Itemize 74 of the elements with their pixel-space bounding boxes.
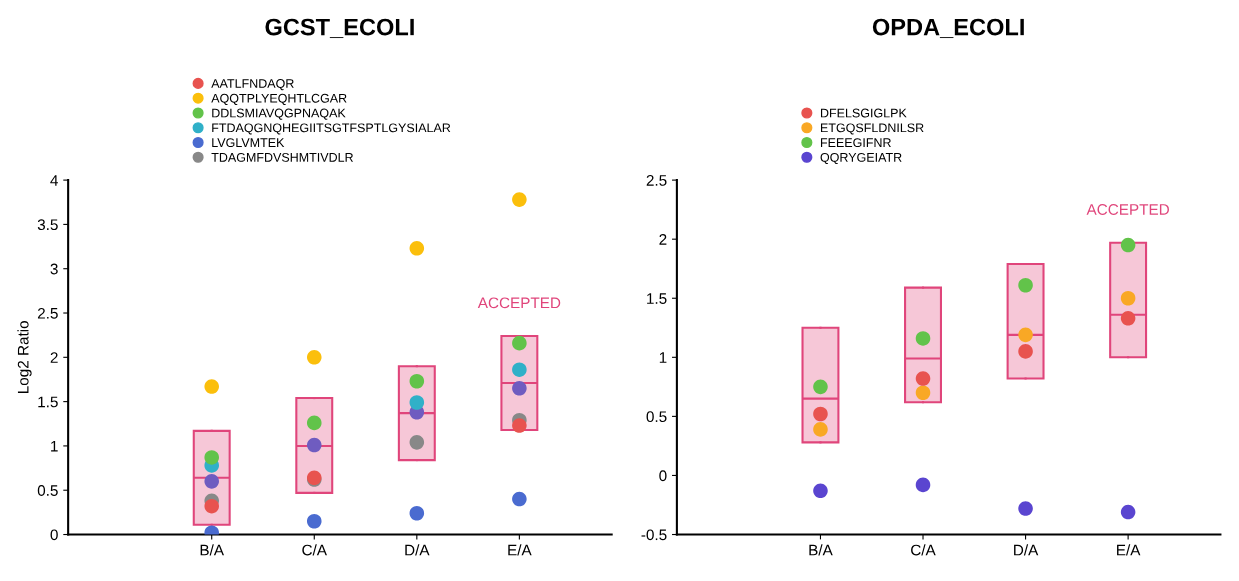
legend-label: FTDAQGNQHEGIITSGTFSPTLGYSIALAR xyxy=(212,123,451,135)
point xyxy=(409,505,425,521)
x-tick-label: B/A xyxy=(200,544,224,556)
y-tick-label: 2 xyxy=(659,234,667,245)
x-tick-label: D/A xyxy=(1014,544,1039,556)
annotation: ACCEPTED xyxy=(477,297,561,309)
annotation: ACCEPTED xyxy=(1086,204,1169,215)
y-tick-label: 2.5 xyxy=(37,307,58,319)
y-tick-label: 0 xyxy=(50,529,58,541)
x-tick-label: E/A xyxy=(1117,544,1141,556)
point xyxy=(1018,501,1033,516)
point xyxy=(204,379,219,394)
x-tick-label: C/A xyxy=(302,544,327,556)
point xyxy=(1120,311,1136,326)
point xyxy=(1018,344,1033,359)
point xyxy=(813,483,828,499)
point xyxy=(1120,237,1136,253)
point xyxy=(409,395,425,410)
legend-label: DFELSGIGLPK xyxy=(821,108,907,118)
y-tick-label: 2.5 xyxy=(646,174,667,186)
point xyxy=(204,474,219,489)
legend-label: AATLFNDAQR xyxy=(211,79,294,91)
y-tick-label: -0.5 xyxy=(641,529,667,541)
legend-label: LVGLVMTEK xyxy=(212,138,285,148)
point xyxy=(512,192,527,207)
x-tick-label: B/A xyxy=(809,544,833,556)
point xyxy=(409,373,425,389)
point xyxy=(1120,290,1136,306)
x-tick-label: D/A xyxy=(405,544,430,556)
point xyxy=(306,513,322,529)
point xyxy=(915,385,931,401)
point xyxy=(204,450,219,465)
point xyxy=(409,241,425,256)
legend-label: QQRYGEIATR xyxy=(820,152,902,165)
legend-label: TDAGMFDVSHMTIVDLR xyxy=(211,152,354,162)
point xyxy=(306,415,322,431)
y-tick-label: 1.5 xyxy=(647,293,667,304)
y-tick-label: 0.5 xyxy=(646,411,667,423)
point xyxy=(306,437,322,453)
chart-title: GCST_ECOLI xyxy=(265,18,414,39)
y-tick-label: 1 xyxy=(51,440,58,452)
legend-label: AQQTPLYEQHTLCGAR xyxy=(211,93,347,105)
point xyxy=(512,381,527,396)
x-tick-label: E/A xyxy=(508,544,532,556)
point xyxy=(1120,504,1136,520)
point xyxy=(915,477,931,493)
point xyxy=(813,379,828,395)
y-tick-label: 3 xyxy=(50,263,58,275)
y-tick-label: 1 xyxy=(659,352,667,363)
point xyxy=(813,422,828,437)
point xyxy=(512,418,527,433)
y-tick-label: 2 xyxy=(50,352,58,363)
point xyxy=(1018,277,1033,293)
point xyxy=(1018,327,1033,343)
point xyxy=(915,371,931,386)
point xyxy=(204,498,219,514)
point xyxy=(512,362,527,377)
y-tick-label: 3.5 xyxy=(37,219,58,231)
y-tick-label: 1.5 xyxy=(38,396,58,408)
point xyxy=(813,406,828,422)
legend-label: ETGQSFLDNILSR xyxy=(821,123,924,135)
legend-label: FEEEGIFNR xyxy=(821,138,891,148)
legend-label: DDLSMIAVQGPNAQAK xyxy=(212,108,346,120)
y-tick-label: 0 xyxy=(659,470,667,482)
point xyxy=(306,350,322,365)
point xyxy=(512,335,527,351)
point xyxy=(409,435,425,450)
y-axis-title: Log2 Ratio xyxy=(17,321,32,394)
chart-title: OPDA_ECOLI xyxy=(872,18,1024,39)
y-tick-label: 0.5 xyxy=(37,485,58,496)
y-tick-label: 4 xyxy=(50,175,58,186)
point xyxy=(915,331,931,346)
point xyxy=(512,491,527,507)
x-tick-label: C/A xyxy=(911,544,936,556)
